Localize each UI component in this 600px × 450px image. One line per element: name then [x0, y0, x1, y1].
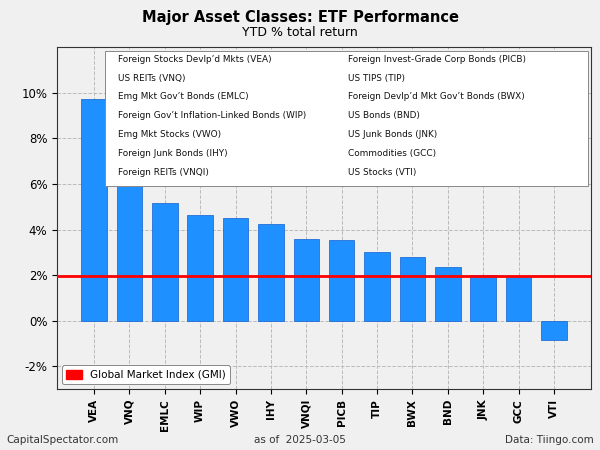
Text: Commodities (GCC): Commodities (GCC): [348, 149, 436, 158]
Text: Data: Tiingo.com: Data: Tiingo.com: [505, 435, 594, 445]
Bar: [293, 239, 319, 321]
Text: CapitalSpectator.com: CapitalSpectator.com: [6, 435, 118, 445]
Text: US REITs (VNQ): US REITs (VNQ): [118, 74, 186, 83]
Text: US TIPS (TIP): US TIPS (TIP): [348, 74, 405, 83]
Text: Foreign Stocks Devlp’d Mkts (VEA): Foreign Stocks Devlp’d Mkts (VEA): [118, 55, 272, 64]
Text: as of  2025-03-05: as of 2025-03-05: [254, 435, 346, 445]
Bar: [187, 215, 213, 321]
FancyBboxPatch shape: [105, 51, 589, 186]
Text: US Stocks (VTI): US Stocks (VTI): [348, 168, 416, 177]
Text: YTD % total return: YTD % total return: [242, 26, 358, 39]
Legend: Global Market Index (GMI): Global Market Index (GMI): [62, 365, 230, 384]
Bar: [116, 185, 142, 321]
Text: Foreign REITs (VNQI): Foreign REITs (VNQI): [118, 168, 209, 177]
Text: Foreign Junk Bonds (IHY): Foreign Junk Bonds (IHY): [118, 149, 228, 158]
Bar: [329, 240, 355, 321]
Bar: [364, 252, 390, 321]
Text: Major Asset Classes: ETF Performance: Major Asset Classes: ETF Performance: [142, 10, 458, 25]
Bar: [258, 224, 284, 321]
Bar: [506, 276, 532, 321]
Text: Foreign Invest-Grade Corp Bonds (PICB): Foreign Invest-Grade Corp Bonds (PICB): [348, 55, 526, 64]
Text: Foreign Devlp’d Mkt Gov’t Bonds (BWX): Foreign Devlp’d Mkt Gov’t Bonds (BWX): [348, 92, 525, 101]
Text: Foreign Gov’t Inflation-Linked Bonds (WIP): Foreign Gov’t Inflation-Linked Bonds (WI…: [118, 111, 307, 120]
Text: Emg Mkt Stocks (VWO): Emg Mkt Stocks (VWO): [118, 130, 221, 139]
Bar: [81, 99, 107, 321]
Bar: [152, 203, 178, 321]
Bar: [400, 257, 425, 321]
Bar: [541, 321, 567, 340]
Bar: [470, 275, 496, 321]
Bar: [223, 218, 248, 321]
Bar: [435, 266, 461, 321]
Text: Emg Mkt Gov’t Bonds (EMLC): Emg Mkt Gov’t Bonds (EMLC): [118, 92, 249, 101]
Text: US Bonds (BND): US Bonds (BND): [348, 111, 420, 120]
Text: US Junk Bonds (JNK): US Junk Bonds (JNK): [348, 130, 437, 139]
